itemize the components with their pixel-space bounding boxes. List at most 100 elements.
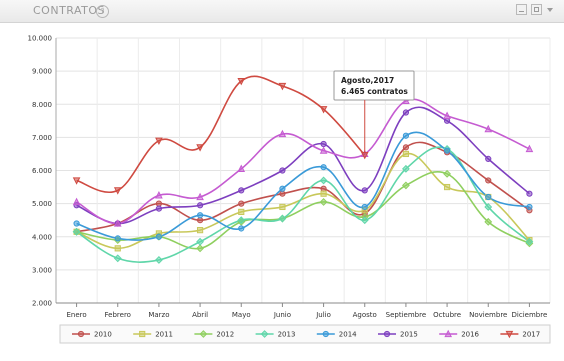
data-point-2010[interactable] [238, 200, 245, 207]
data-point-2016[interactable] [196, 192, 204, 201]
data-point-2014[interactable] [526, 203, 533, 211]
data-point-2017[interactable] [319, 106, 328, 114]
series-line-2017 [76, 75, 366, 193]
data-point-2012[interactable] [443, 169, 451, 178]
data-point-2016[interactable] [319, 146, 328, 154]
legend-swatch-marker [260, 330, 269, 338]
legend-item-2011[interactable]: 2011 [155, 331, 173, 339]
data-point-2015[interactable] [155, 205, 163, 212]
tooltip-box [333, 70, 415, 101]
data-point-2017[interactable] [237, 77, 246, 86]
x-tick-label: Noviembre [469, 311, 507, 319]
data-point-2015[interactable] [526, 190, 533, 197]
data-point-2013[interactable] [278, 214, 287, 223]
data-point-2015[interactable] [361, 187, 368, 194]
data-point-2014[interactable] [238, 225, 245, 232]
legend-box [59, 324, 551, 344]
data-point-2016[interactable] [72, 197, 81, 206]
question-icon[interactable]: ? [96, 5, 109, 18]
data-point-2015[interactable] [320, 140, 327, 148]
data-point-2017[interactable] [155, 137, 163, 145]
data-point-2016[interactable] [402, 96, 410, 105]
data-point-2017[interactable] [360, 151, 369, 160]
data-point-2012[interactable] [402, 181, 410, 190]
data-point-2014[interactable] [196, 212, 204, 219]
y-tick-label: 10.000 [28, 35, 53, 43]
legend-item-2010[interactable]: 2010 [94, 331, 112, 339]
data-point-2013[interactable] [72, 227, 81, 236]
data-point-2014[interactable] [320, 164, 327, 171]
data-point-2011[interactable] [320, 190, 327, 197]
data-point-2013[interactable] [319, 176, 328, 185]
data-point-2013[interactable] [402, 164, 410, 173]
y-tick-label: 7.000 [32, 134, 52, 142]
data-point-2014[interactable] [361, 203, 368, 211]
tooltip-title: Agosto,2017 [341, 76, 394, 85]
tooltip-value: 6.465 contratos [341, 87, 408, 96]
x-tick-label: Mayo [232, 311, 251, 319]
data-point-2013[interactable] [113, 254, 122, 263]
data-point-2015[interactable] [443, 117, 451, 124]
data-point-2017[interactable] [278, 82, 287, 91]
data-point-2016[interactable] [525, 144, 534, 153]
data-point-2013[interactable] [360, 216, 369, 225]
data-point-2017[interactable] [113, 187, 122, 195]
dropdown-caret-icon[interactable] [547, 8, 553, 12]
data-point-2010[interactable] [320, 185, 327, 192]
data-point-2013[interactable] [237, 216, 246, 225]
data-point-2016[interactable] [484, 124, 493, 133]
data-point-2013[interactable] [484, 203, 493, 211]
data-point-2014[interactable] [73, 220, 80, 227]
data-point-2014[interactable] [279, 185, 286, 192]
data-point-2016[interactable] [237, 164, 246, 172]
data-point-2015[interactable] [196, 202, 204, 209]
data-point-2011[interactable] [402, 150, 410, 158]
data-point-2015[interactable] [402, 109, 410, 116]
y-tick-label: 5.000 [32, 200, 52, 208]
chart-axes: 2.000 3.000 4.000 5.000 6.000 7.000 8.000 9.000… [28, 35, 550, 319]
data-point-2010[interactable] [196, 217, 204, 224]
data-point-2015[interactable] [279, 167, 286, 174]
data-point-2012[interactable] [196, 244, 204, 253]
data-point-2010[interactable] [485, 177, 492, 184]
data-point-2010[interactable] [279, 190, 286, 197]
data-point-2010[interactable] [155, 200, 163, 207]
data-point-2014[interactable] [443, 147, 451, 154]
data-point-2016[interactable] [278, 129, 287, 138]
data-point-2016[interactable] [113, 219, 122, 227]
data-point-2016[interactable] [443, 111, 451, 119]
data-point-2016[interactable] [155, 191, 163, 199]
legend-item-2013[interactable]: 2013 [278, 331, 296, 339]
legend-item-2014[interactable]: 2014 [339, 331, 357, 339]
data-point-2011[interactable] [279, 203, 286, 211]
data-point-2012[interactable] [484, 217, 493, 226]
data-point-2015[interactable] [485, 155, 492, 163]
x-tick-label: Junio [273, 311, 291, 319]
data-point-2013[interactable] [525, 237, 534, 246]
data-point-2013[interactable] [155, 256, 163, 264]
legend-item-2015[interactable]: 2015 [400, 331, 418, 339]
minimize-icon[interactable] [516, 4, 527, 15]
data-point-2014[interactable] [155, 233, 163, 240]
data-point-2017[interactable] [196, 144, 204, 152]
data-point-2015[interactable] [238, 187, 245, 194]
data-point-2010[interactable] [402, 144, 410, 151]
legend-item-2017[interactable]: 2017 [522, 331, 540, 339]
x-tick-label: Septiembre [386, 311, 426, 319]
data-point-2011[interactable] [238, 208, 245, 216]
data-point-2014[interactable] [114, 235, 121, 242]
data-point-2011[interactable] [196, 227, 204, 234]
data-point-2014[interactable] [402, 132, 410, 139]
data-point-2012[interactable] [319, 198, 328, 206]
data-point-2013[interactable] [196, 237, 204, 246]
data-point-2011[interactable] [114, 245, 121, 252]
y-tick-label: 6.000 [32, 167, 52, 175]
data-point-2014[interactable] [485, 193, 492, 201]
widget-titlebar: CONTRATOS ? [0, 0, 564, 23]
legend-item-2016[interactable]: 2016 [461, 331, 479, 339]
x-tick-label: Febrero [105, 311, 131, 319]
data-point-2011[interactable] [443, 183, 451, 191]
legend-item-2012[interactable]: 2012 [216, 331, 234, 339]
maximize-icon[interactable] [531, 4, 542, 15]
data-point-2017[interactable] [72, 177, 81, 185]
